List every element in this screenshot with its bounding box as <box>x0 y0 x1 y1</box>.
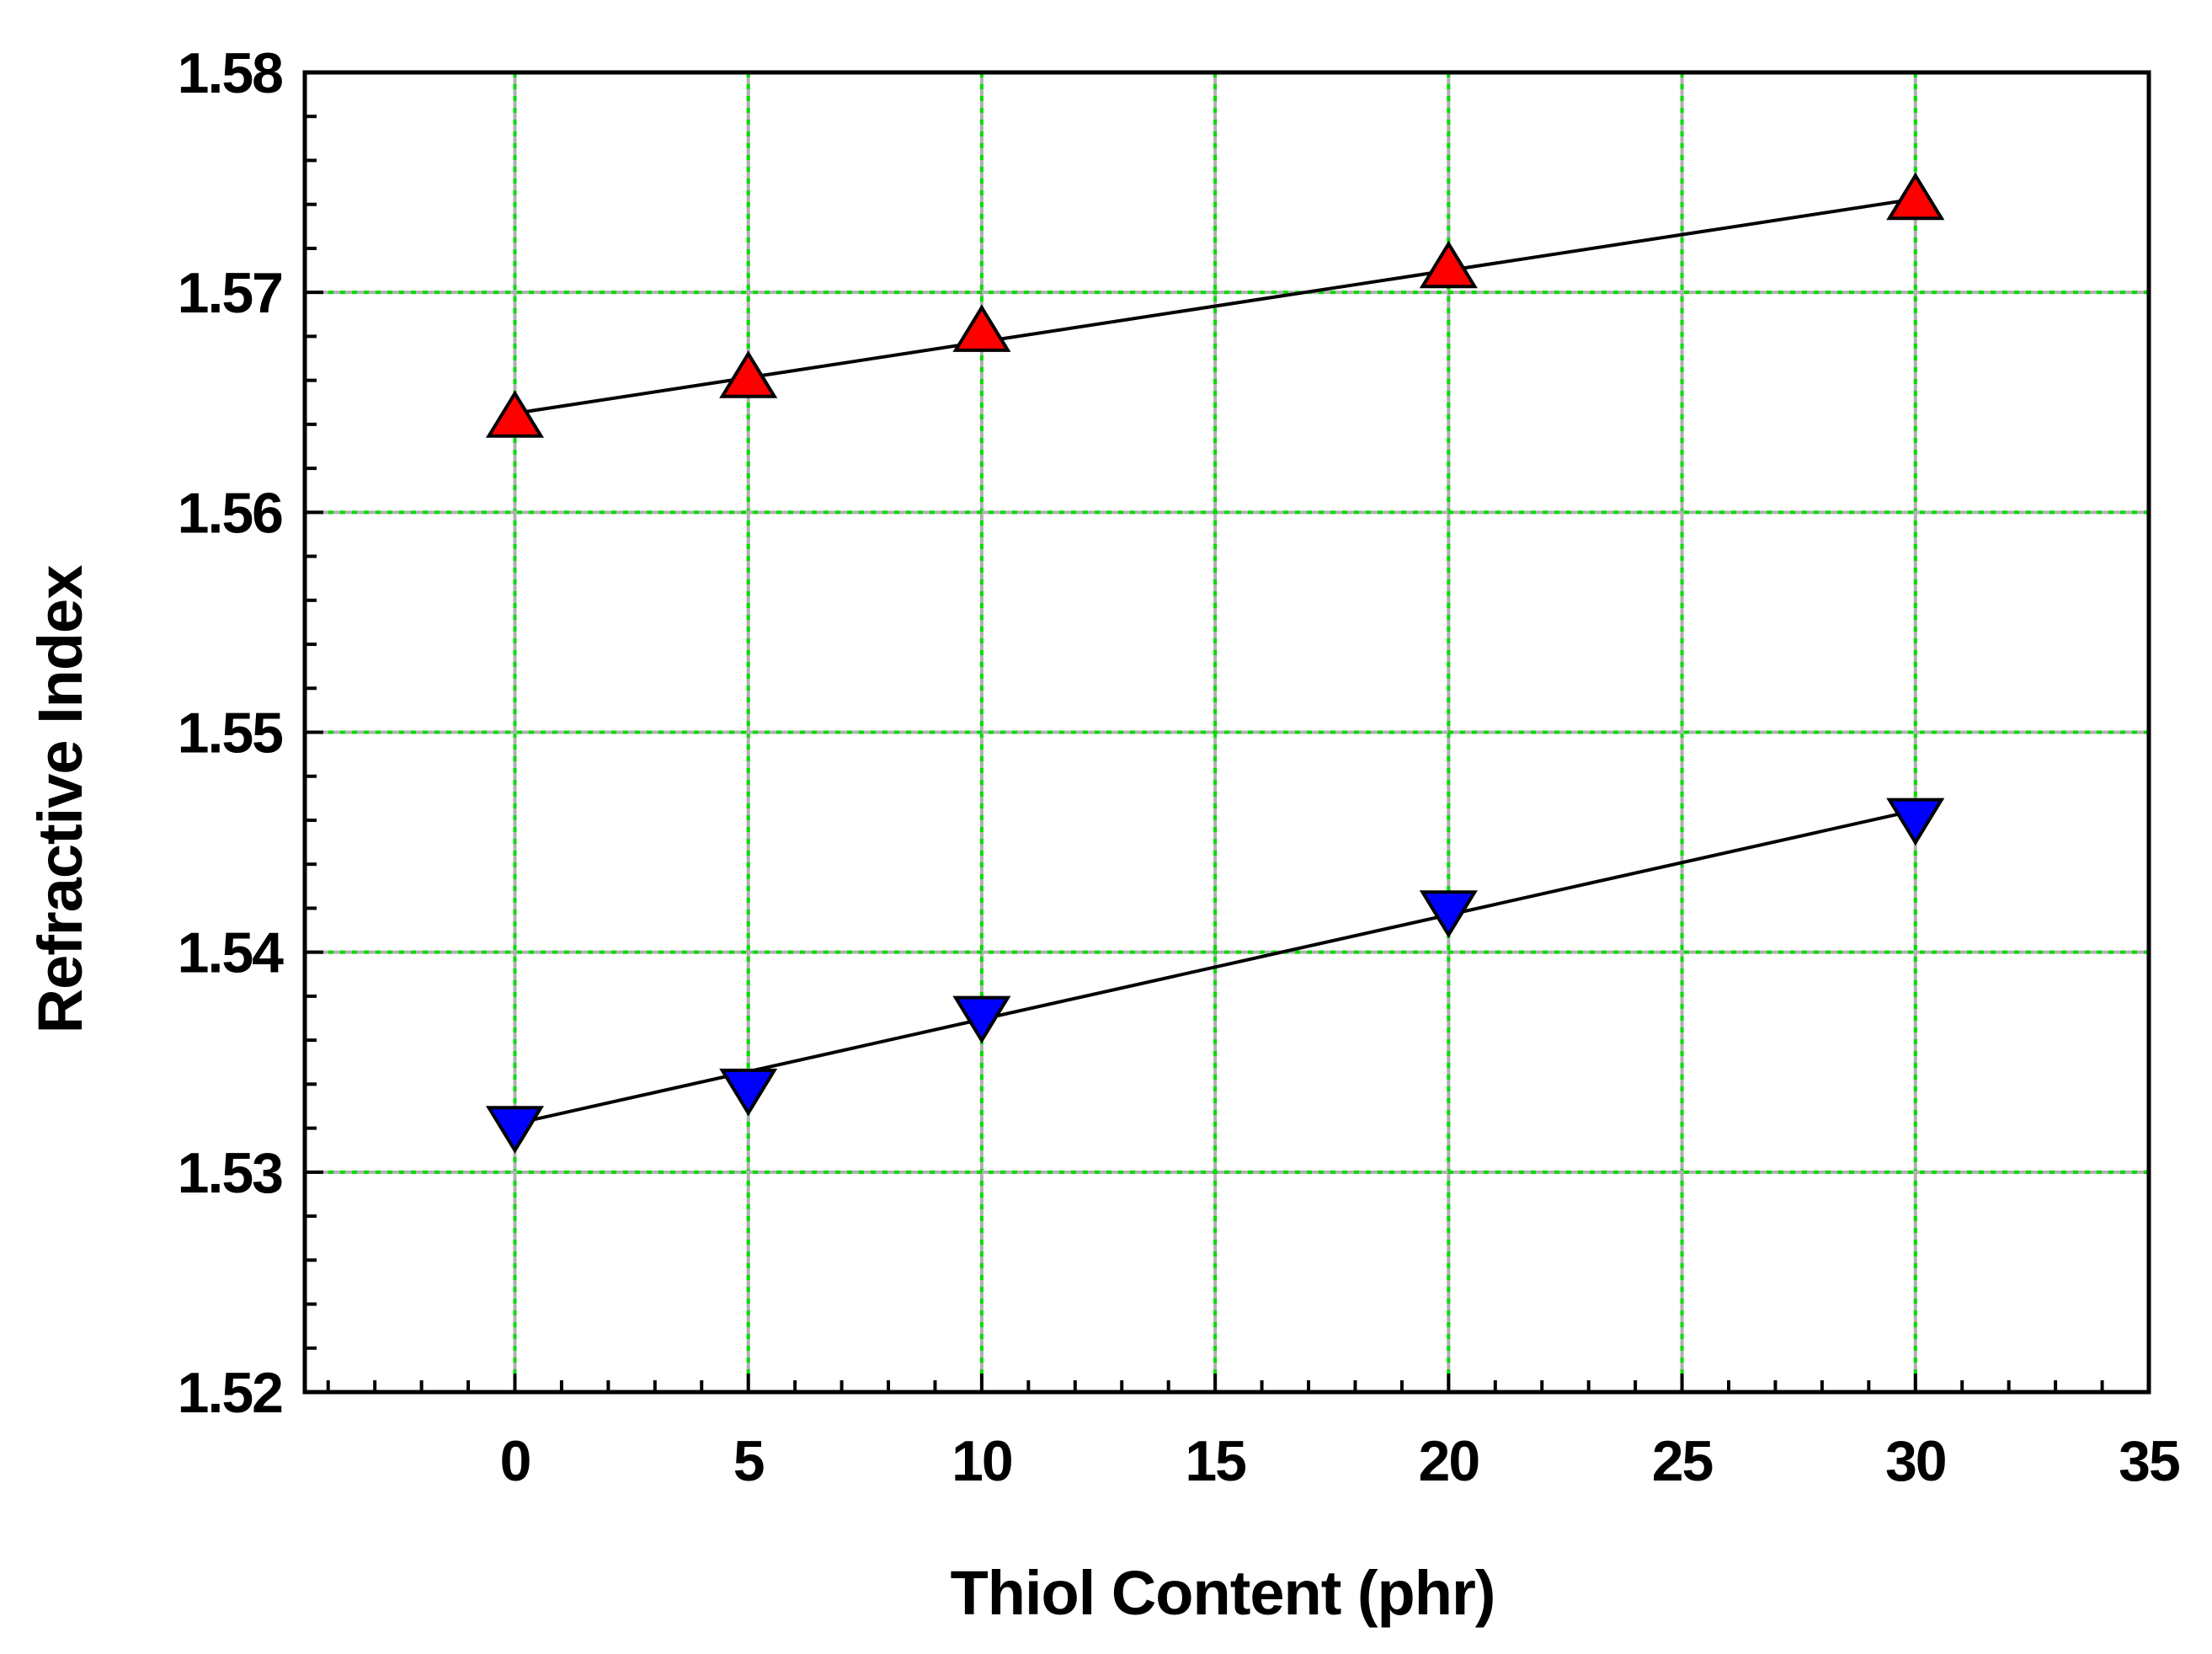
x-tick-label: 25 <box>1652 1429 1713 1493</box>
series-0-marker <box>719 350 778 398</box>
minor-ticks <box>305 71 2151 1394</box>
x-tick-label: 0 <box>500 1429 530 1493</box>
series-1-marker <box>485 1106 545 1154</box>
x-tick-label: 15 <box>1185 1429 1245 1493</box>
y-tick-labels: 1.52 1.53 1.54 1.55 1.56 1.57 1.58 <box>178 41 286 1425</box>
series-0-marker <box>1886 172 1945 221</box>
series-0-marker <box>485 390 545 438</box>
y-tick-label: 1.57 <box>178 261 282 325</box>
y-tick-label: 1.53 <box>178 1141 283 1205</box>
y-tick-label: 1.52 <box>178 1361 283 1425</box>
series-1-marker <box>1419 890 1478 938</box>
x-tick-label: 35 <box>2119 1429 2179 1493</box>
y-tick-label: 1.55 <box>178 702 283 766</box>
x-tick-label: 30 <box>1885 1429 1946 1493</box>
x-tick-label: 20 <box>1419 1429 1479 1493</box>
series-1-marker <box>719 1068 778 1117</box>
y-tick-label: 1.58 <box>178 41 283 105</box>
x-tick-labels: 0 5 10 15 20 25 30 35 <box>500 1429 2181 1493</box>
x-tick-label: 10 <box>951 1429 1012 1493</box>
series-0-marker <box>1419 240 1478 289</box>
x-tick-label: 5 <box>733 1429 764 1493</box>
x-axis-title: Thiol Content (phr) <box>951 1558 1495 1628</box>
series-1-marker <box>952 995 1011 1044</box>
y-axis-title: Refractive Index <box>25 565 95 1034</box>
y-tick-label: 1.54 <box>178 921 285 985</box>
grid <box>305 72 2149 1392</box>
y-tick-label: 1.56 <box>178 481 283 545</box>
series-1-marker <box>1886 798 1945 846</box>
data-markers <box>485 172 1945 1154</box>
series-0-marker <box>952 304 1011 352</box>
